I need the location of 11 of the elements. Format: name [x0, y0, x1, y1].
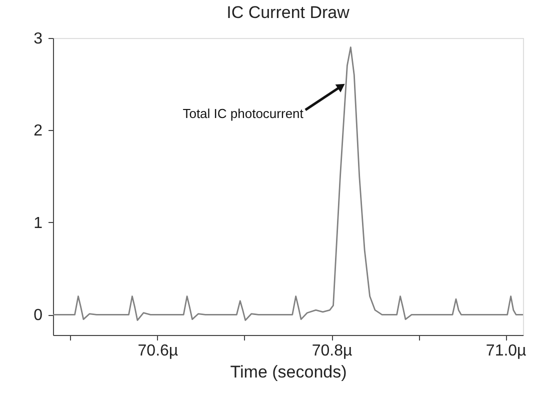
x-tick-label: 70.8µ	[312, 342, 352, 360]
y-tick-label: 1	[34, 214, 43, 232]
x-axis-title: Time (seconds)	[230, 362, 347, 382]
chart-title: IC Current Draw	[226, 3, 350, 22]
x-tick-label: 70.6µ	[138, 342, 178, 360]
line-series	[52, 46, 524, 321]
annotation: Total IC photocurrent	[182, 106, 304, 121]
x-tick-label: 71.0µ	[486, 342, 526, 360]
y-tick-label: 3	[34, 30, 43, 48]
y-tick-label: 0	[34, 307, 43, 324]
y-tick-label: 2	[34, 122, 43, 140]
